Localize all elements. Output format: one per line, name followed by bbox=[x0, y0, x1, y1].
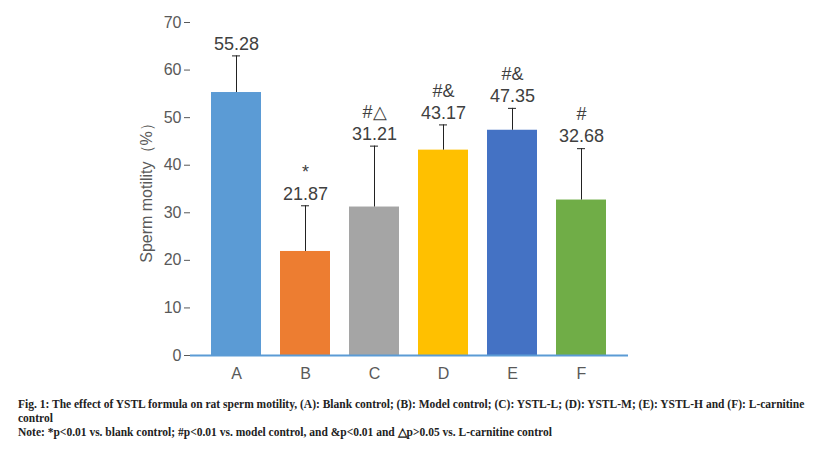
svg-text:*: * bbox=[302, 162, 309, 182]
svg-text:F: F bbox=[577, 365, 587, 382]
svg-text:#&: #& bbox=[432, 81, 454, 101]
svg-text:70: 70 bbox=[164, 14, 182, 31]
svg-text:A: A bbox=[231, 365, 242, 382]
svg-text:30: 30 bbox=[164, 204, 182, 221]
svg-text:#&: #& bbox=[501, 64, 523, 84]
svg-text:50: 50 bbox=[164, 109, 182, 126]
svg-text:40: 40 bbox=[164, 156, 182, 173]
svg-text:21.87: 21.87 bbox=[283, 184, 328, 204]
html-text:Fig. 1: The effect of YSTL for: Fig. 1: The effect of YSTL formula on ra… bbox=[18, 398, 805, 424]
svg-text:60: 60 bbox=[164, 61, 182, 78]
svg-text:10: 10 bbox=[164, 299, 182, 316]
html-text:Note: *p<0.01 vs. blank contro: Note: *p<0.01 vs. blank control; #p<0.01… bbox=[18, 426, 552, 438]
svg-text:C: C bbox=[369, 365, 381, 382]
svg-text:20: 20 bbox=[164, 251, 182, 268]
svg-text:55.28: 55.28 bbox=[214, 34, 259, 54]
svg-text:0: 0 bbox=[173, 347, 182, 364]
svg-text:B: B bbox=[300, 365, 311, 382]
svg-text:#: # bbox=[576, 104, 586, 124]
svg-text:31.21: 31.21 bbox=[352, 124, 397, 144]
svg-text:43.17: 43.17 bbox=[421, 103, 466, 123]
svg-text:47.35: 47.35 bbox=[490, 86, 535, 106]
svg-text:Sperm motility（%）: Sperm motility（%） bbox=[138, 115, 155, 263]
svg-text:D: D bbox=[438, 365, 450, 382]
svg-text:32.68: 32.68 bbox=[559, 126, 604, 146]
svg-text:#△: #△ bbox=[362, 102, 386, 122]
svg-text:E: E bbox=[507, 365, 518, 382]
